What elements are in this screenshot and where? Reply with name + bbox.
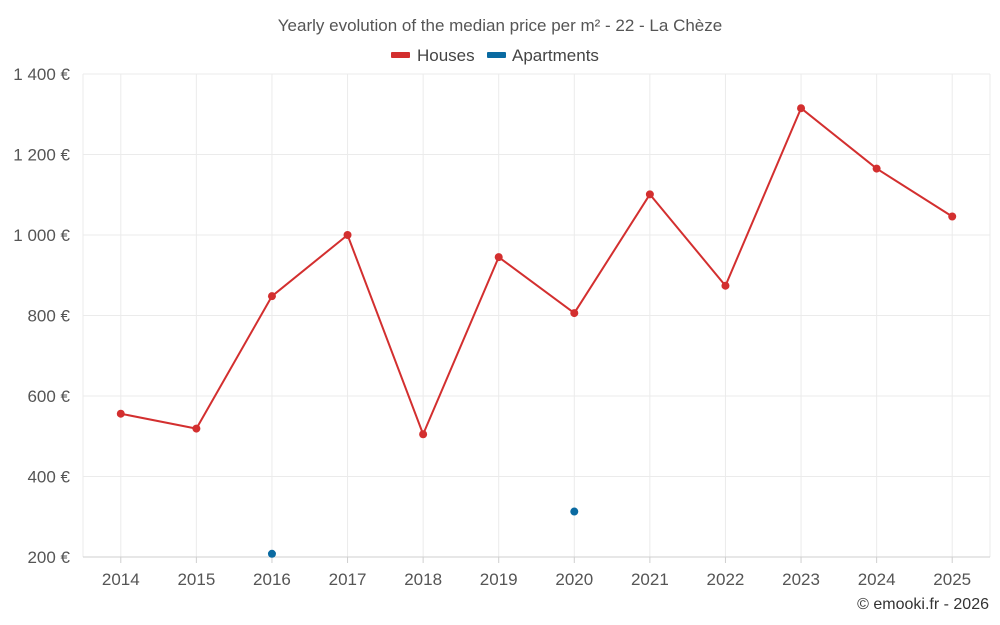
x-tick-label: 2022 [707, 570, 745, 589]
data-point-apartments-2020[interactable] [570, 507, 579, 516]
series-line-houses [120, 107, 953, 436]
legend-item-houses[interactable]: Houses [391, 46, 475, 65]
x-tick-label: 2019 [480, 570, 518, 589]
x-tick-label: 2014 [102, 570, 140, 589]
data-point-houses-2024[interactable] [872, 164, 881, 173]
y-tick-label: 1 200 € [13, 146, 70, 165]
data-point-houses-2022[interactable] [721, 281, 730, 290]
data-point-houses-2015[interactable] [192, 424, 201, 433]
legend-swatch-houses [391, 52, 410, 58]
data-point-houses-2017[interactable] [343, 231, 352, 239]
x-tick-label: 2018 [404, 570, 442, 589]
legend-label-houses: Houses [417, 46, 475, 65]
x-tick-label: 2024 [858, 570, 896, 589]
y-tick-label: 1 000 € [13, 226, 70, 245]
legend-item-apartments[interactable]: Apartments [487, 46, 599, 65]
data-point-houses-2018[interactable] [419, 430, 428, 439]
x-tick-label: 2021 [631, 570, 669, 589]
chart-title: Yearly evolution of the median price per… [278, 16, 722, 35]
x-tick-label: 2025 [933, 570, 971, 589]
x-tick-label: 2017 [329, 570, 367, 589]
grid [82, 73, 991, 557]
axes: 200 € 400 € 600 € 800 € 1 000 € 1 200 € 1 400 … [13, 65, 990, 589]
series-apartments [267, 507, 579, 558]
credit-text: © emooki.fr - 2026 [857, 596, 989, 613]
y-tick-label: 800 € [27, 307, 70, 326]
x-tick-label: 2020 [555, 570, 593, 589]
data-point-houses-2016[interactable] [267, 292, 276, 301]
data-point-houses-2014[interactable] [116, 409, 125, 418]
y-tick-label: 600 € [27, 387, 70, 406]
y-tick-label: 1 400 € [13, 65, 70, 84]
data-point-houses-2025[interactable] [948, 212, 957, 221]
legend-label-apartments: Apartments [512, 46, 599, 65]
x-tick-label: 2015 [177, 570, 215, 589]
data-point-houses-2020[interactable] [570, 309, 579, 318]
legend-swatch-apartments [487, 52, 506, 58]
data-point-houses-2019[interactable] [494, 253, 503, 262]
x-tick-label: 2023 [782, 570, 820, 589]
legend: Houses Apartments [391, 46, 599, 65]
series-houses [116, 104, 957, 439]
series [116, 104, 957, 558]
data-point-houses-2023[interactable] [797, 104, 806, 113]
data-point-houses-2021[interactable] [645, 190, 654, 199]
y-tick-label: 200 € [27, 548, 70, 567]
x-tick-label: 2016 [253, 570, 291, 589]
y-tick-label: 400 € [27, 468, 70, 487]
data-point-apartments-2016[interactable] [267, 549, 276, 558]
